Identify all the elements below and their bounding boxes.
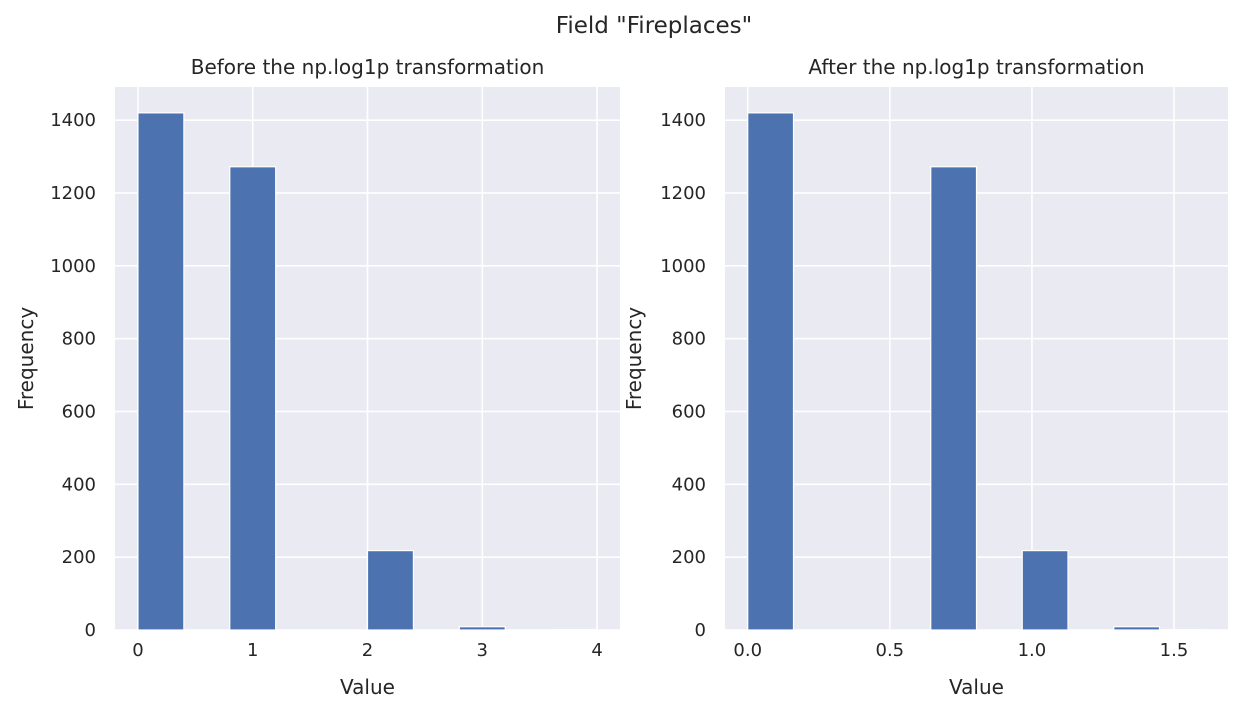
figure-suptitle: Field "Fireplaces" xyxy=(556,13,752,39)
y-tick-label: 400 xyxy=(672,474,706,495)
histogram-bar xyxy=(458,626,506,631)
histogram-bar xyxy=(137,112,185,631)
y-tick-label: 200 xyxy=(62,547,96,568)
y-tick-label: 0 xyxy=(85,620,96,641)
x-tick-label: 3 xyxy=(477,640,488,661)
histogram-bar xyxy=(229,166,277,631)
y-tick-label: 400 xyxy=(62,474,96,495)
histogram-bar xyxy=(1021,550,1069,631)
histogram-bar xyxy=(1113,626,1161,631)
y-tick-label: 600 xyxy=(62,401,96,422)
y-tick-label: 800 xyxy=(672,329,706,350)
x-tick-label: 0 xyxy=(132,640,143,661)
chart-after-log1p: 0 200 400 600 800 1000 1200 1400 0.0 0.5 1.0 1.5 Aft… xyxy=(622,55,1228,699)
x-axis-label: Value xyxy=(949,675,1004,699)
histogram-bar xyxy=(366,550,415,631)
y-tick-label: 0 xyxy=(695,620,706,641)
x-tick-label: 4 xyxy=(591,640,602,661)
histogram-bar xyxy=(747,112,795,631)
x-tick-label: 0.0 xyxy=(733,640,762,661)
y-tick-label: 1200 xyxy=(50,183,96,204)
y-tick-label: 1000 xyxy=(660,256,706,277)
chart-before-log1p: 0 200 400 600 800 1000 1200 1400 0 1 2 3 4 Before the… xyxy=(14,55,620,699)
y-tick-label: 1200 xyxy=(660,183,706,204)
x-tick-label: 1.5 xyxy=(1160,640,1189,661)
x-axis-label: Value xyxy=(340,675,395,699)
subplot-title: After the np.log1p transformation xyxy=(808,55,1144,79)
y-tick-label: 1400 xyxy=(50,110,96,131)
y-axis-label: Frequency xyxy=(622,307,646,410)
histogram-bar xyxy=(930,166,978,631)
y-tick-label: 800 xyxy=(62,329,96,350)
x-tick-label: 2 xyxy=(362,640,373,661)
y-tick-label: 600 xyxy=(672,401,706,422)
subplot-title: Before the np.log1p transformation xyxy=(191,55,545,79)
x-tick-label: 1.0 xyxy=(1018,640,1047,661)
x-tick-label: 0.5 xyxy=(876,640,905,661)
y-tick-label: 1000 xyxy=(50,256,96,277)
y-tick-label: 200 xyxy=(672,547,706,568)
y-axis-label: Frequency xyxy=(14,307,38,410)
x-tick-label: 1 xyxy=(247,640,258,661)
y-tick-label: 1400 xyxy=(660,110,706,131)
